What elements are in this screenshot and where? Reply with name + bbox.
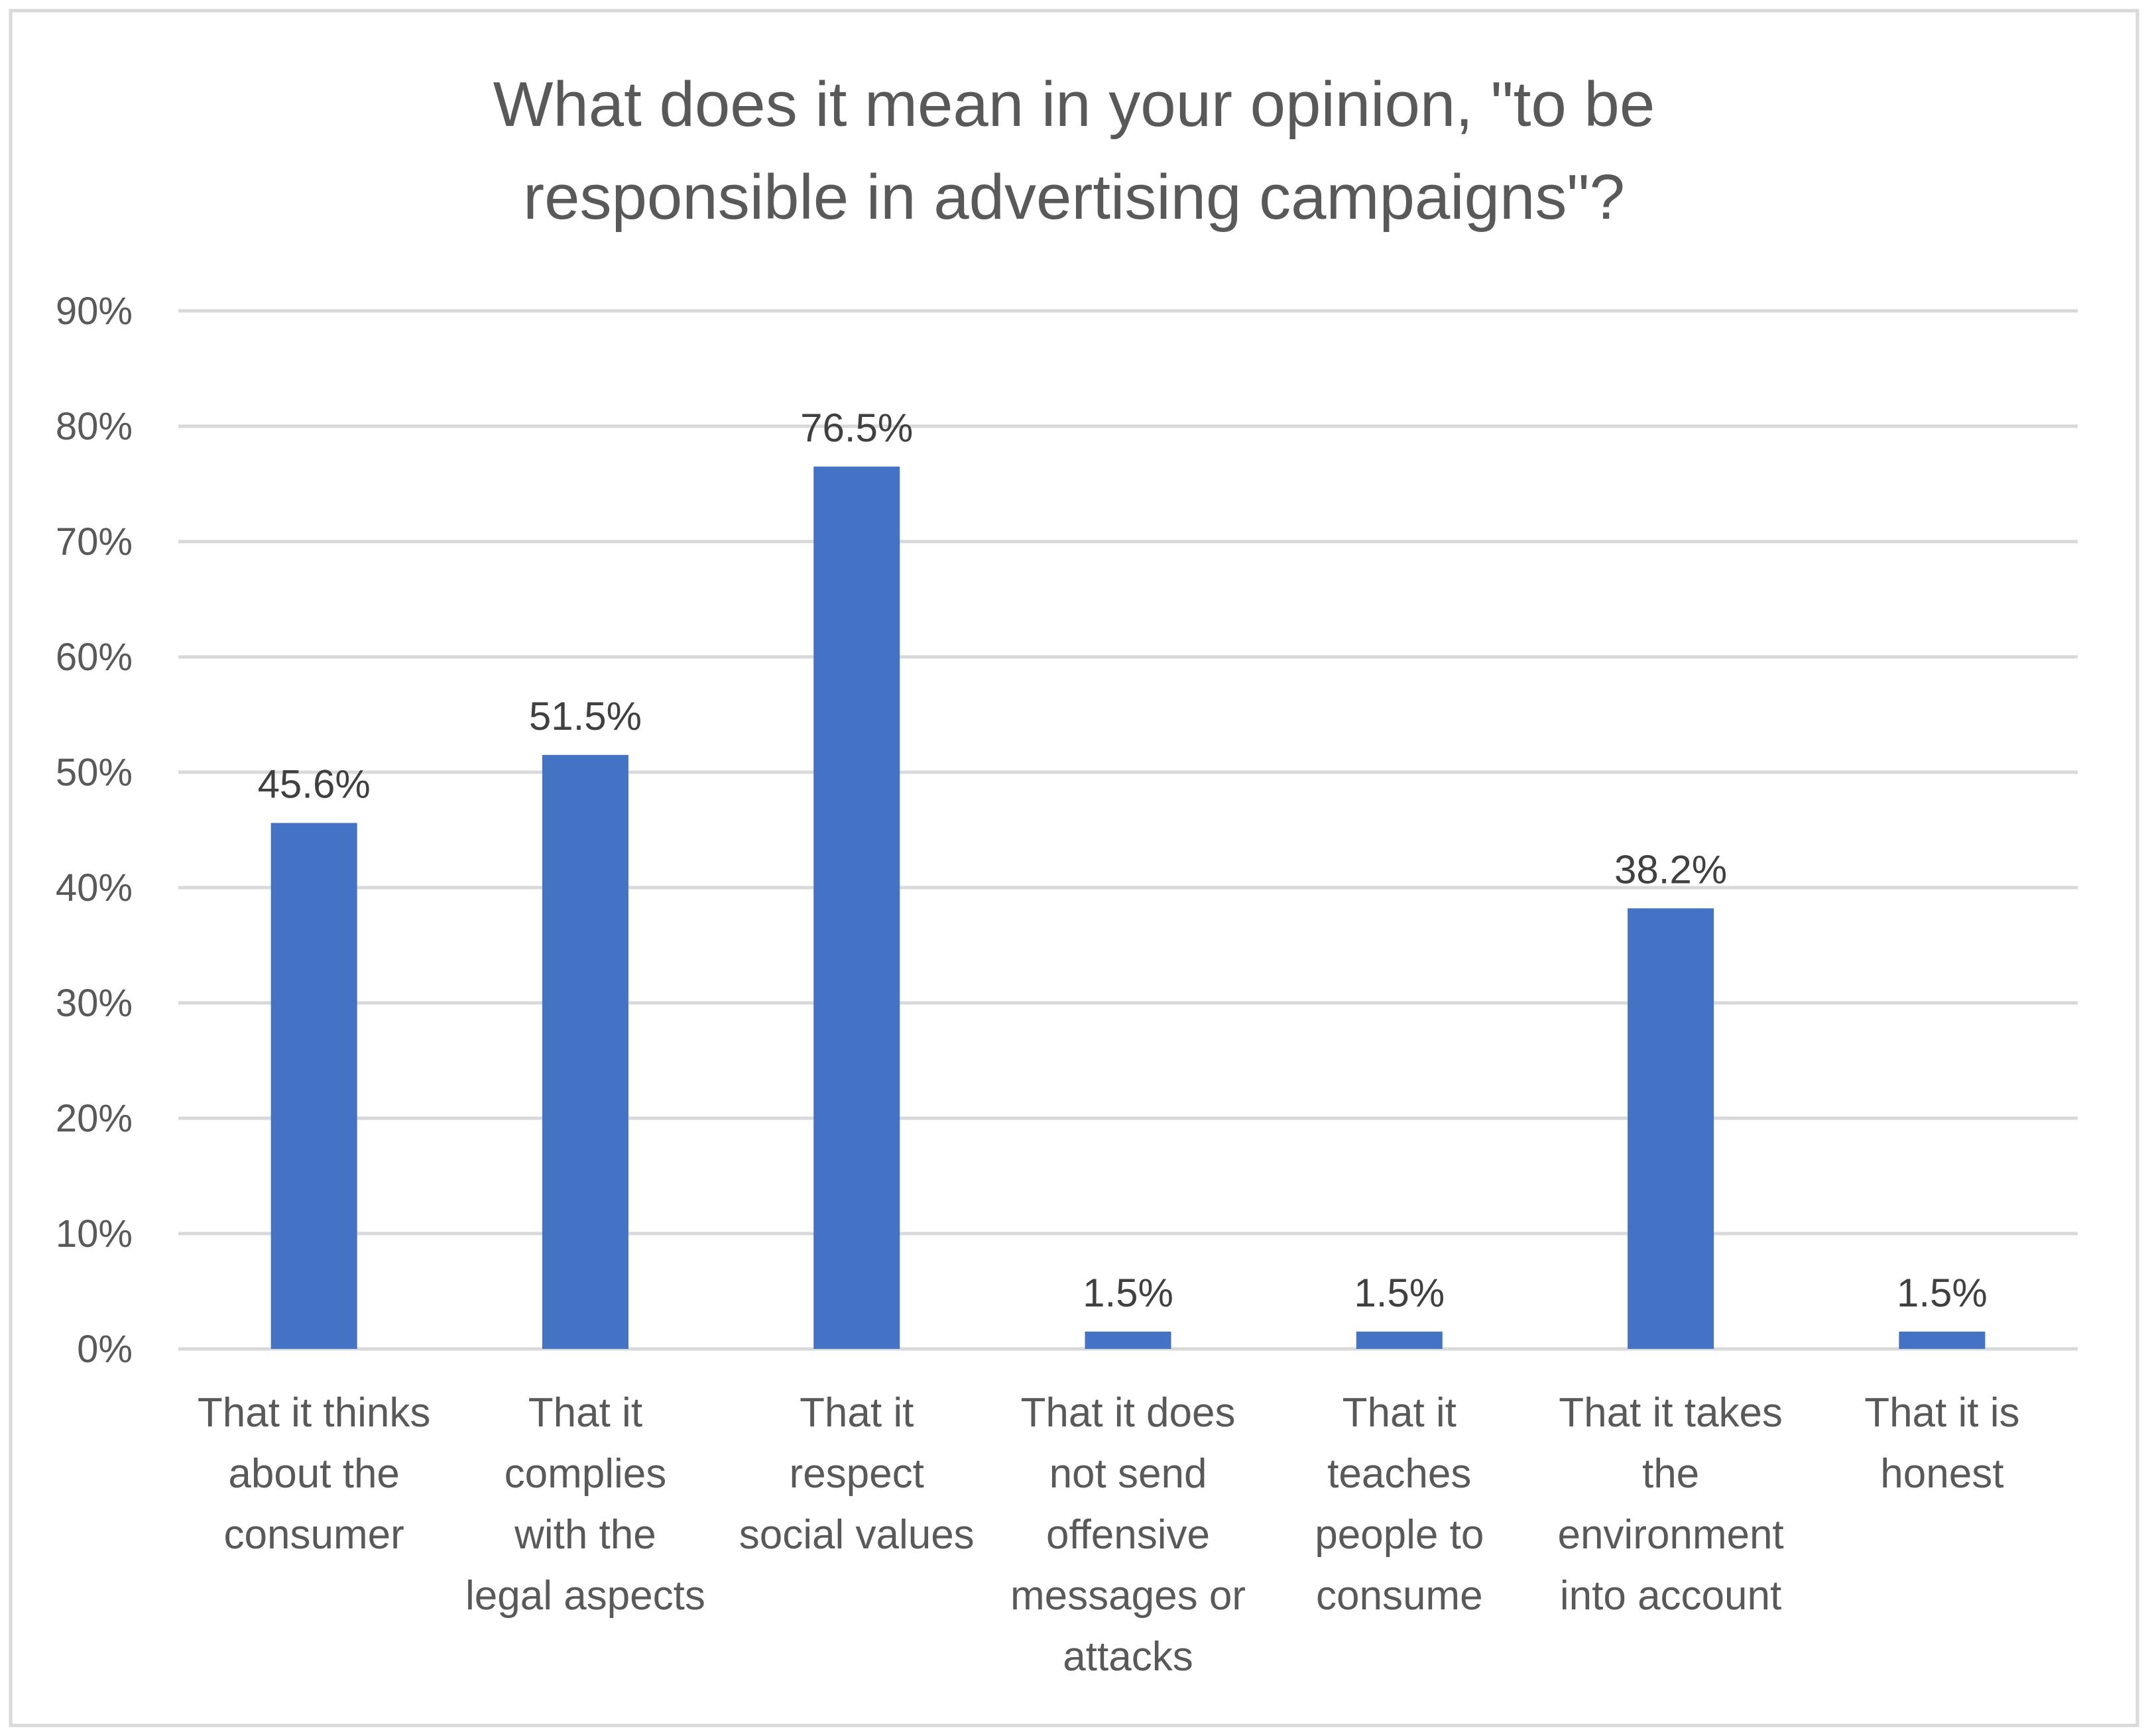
x-category-label: about the: [228, 1451, 400, 1497]
chart-title-line-1: What does it mean in your opinion, "to b…: [493, 69, 1655, 140]
x-category-label: offensive: [1046, 1512, 1210, 1558]
x-category-label: into account: [1560, 1573, 1781, 1619]
y-tick-label: 70%: [56, 520, 133, 563]
x-category-label: the: [1642, 1451, 1699, 1497]
data-label: 1.5%: [1354, 1271, 1445, 1315]
bar: [1356, 1331, 1443, 1349]
y-tick-label: 90%: [56, 290, 133, 333]
y-tick-label: 80%: [56, 405, 133, 448]
data-label: 1.5%: [1083, 1271, 1173, 1315]
x-category-label: social values: [739, 1512, 975, 1558]
y-tick-label: 20%: [56, 1097, 133, 1140]
x-category-label: That it takes: [1559, 1390, 1783, 1436]
y-tick-label: 10%: [56, 1212, 133, 1255]
bar: [1628, 908, 1714, 1349]
x-category-label: That it is: [1864, 1390, 2019, 1436]
x-category-label: teaches: [1327, 1451, 1471, 1497]
x-category-label: consume: [1316, 1573, 1483, 1619]
data-label: 1.5%: [1897, 1271, 1988, 1315]
x-category-label: attacks: [1063, 1634, 1193, 1680]
chart-title-line-2: responsible in advertising campaigns"?: [523, 162, 1625, 233]
y-tick-label: 60%: [56, 636, 133, 679]
x-category-label: messages or: [1010, 1573, 1246, 1619]
bar: [542, 754, 628, 1349]
x-category-label: environment: [1557, 1512, 1783, 1558]
x-category-label: That it: [800, 1390, 914, 1436]
y-tick-label: 0%: [77, 1328, 133, 1371]
y-tick-label: 30%: [56, 982, 133, 1025]
data-label: 51.5%: [529, 694, 642, 738]
chart-border: [9, 9, 2139, 1727]
x-category-label: That it thinks: [198, 1390, 430, 1436]
bar: [270, 823, 357, 1349]
x-category-label: That it does: [1021, 1390, 1236, 1436]
data-label: 45.6%: [258, 762, 371, 807]
x-category-label: legal aspects: [465, 1573, 705, 1619]
data-label: 38.2%: [1614, 847, 1727, 892]
x-category-label: not send: [1049, 1451, 1207, 1497]
x-category-label: respect: [790, 1451, 924, 1497]
x-category-label: with the: [514, 1512, 656, 1558]
x-category-label: consumer: [224, 1512, 404, 1558]
x-category-label: people to: [1315, 1512, 1484, 1558]
y-tick-label: 50%: [56, 751, 133, 794]
x-category-label: That it: [528, 1390, 642, 1436]
x-category-label: complies: [505, 1451, 667, 1497]
x-category-label: That it: [1342, 1390, 1457, 1436]
bar: [813, 466, 900, 1349]
bar: [1899, 1331, 1986, 1349]
x-category-label: honest: [1880, 1451, 2003, 1497]
data-label: 76.5%: [800, 406, 913, 450]
y-tick-label: 40%: [56, 866, 133, 909]
bar: [1085, 1331, 1171, 1349]
